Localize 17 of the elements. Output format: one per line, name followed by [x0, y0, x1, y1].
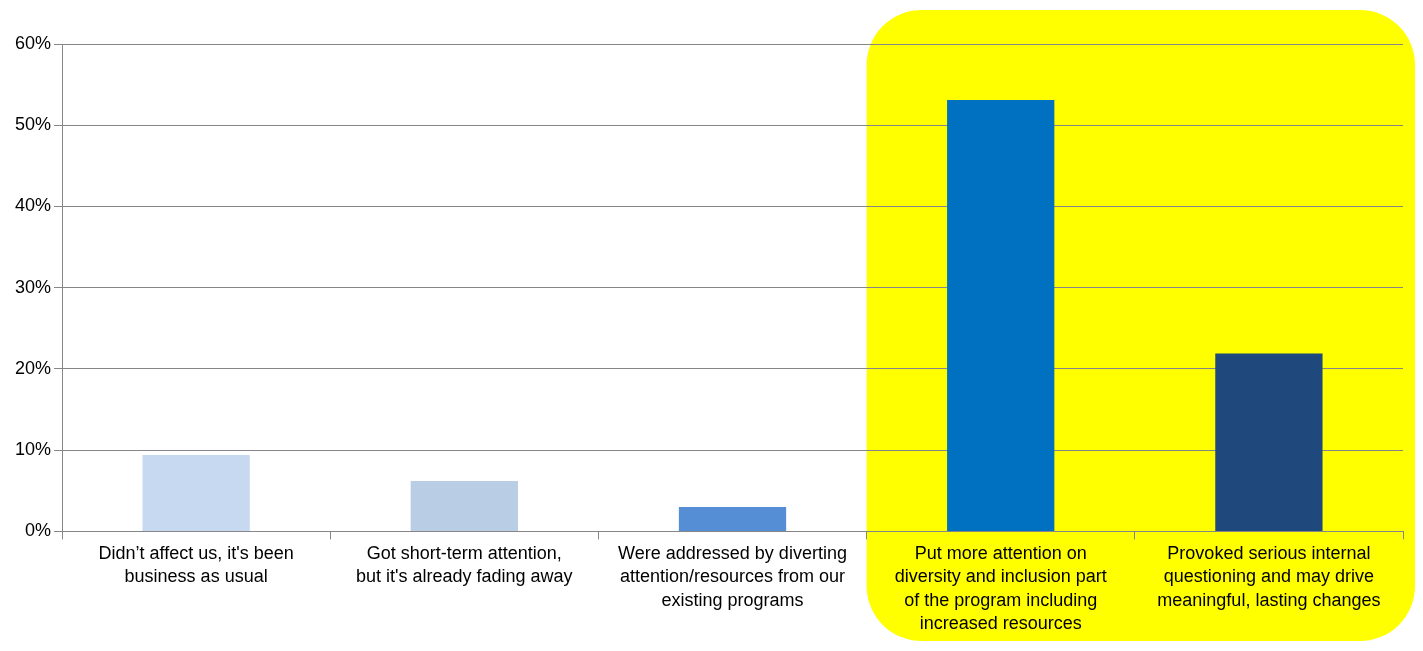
bar [1215, 353, 1323, 531]
x-tick-label: Got short-term attention, but it's already fading away [356, 543, 573, 587]
y-tick-label: 30% [15, 276, 52, 297]
y-tick-label: 50% [15, 114, 52, 135]
y-tick-label: 60% [15, 32, 52, 53]
bar [142, 455, 250, 531]
x-tick-label: Were addressed by diverting attention/resources from our existing programs [618, 543, 847, 610]
bar [947, 100, 1055, 531]
y-tick-label: 10% [15, 439, 52, 460]
bar [410, 481, 518, 531]
y-tick-label: 0% [25, 520, 52, 541]
bar [678, 507, 787, 531]
y-tick-label: 40% [15, 195, 52, 216]
x-tick-label: Didn’t affect us, it's been business as usual [98, 543, 294, 587]
y-tick-label: 20% [15, 357, 52, 378]
x-tick-label: Provoked serious internal questioning and may drive meaningful, lasting changes [1157, 543, 1381, 610]
x-tick-label: Put more attention on diversity and inclusion part of the program including increased resources [894, 543, 1107, 634]
